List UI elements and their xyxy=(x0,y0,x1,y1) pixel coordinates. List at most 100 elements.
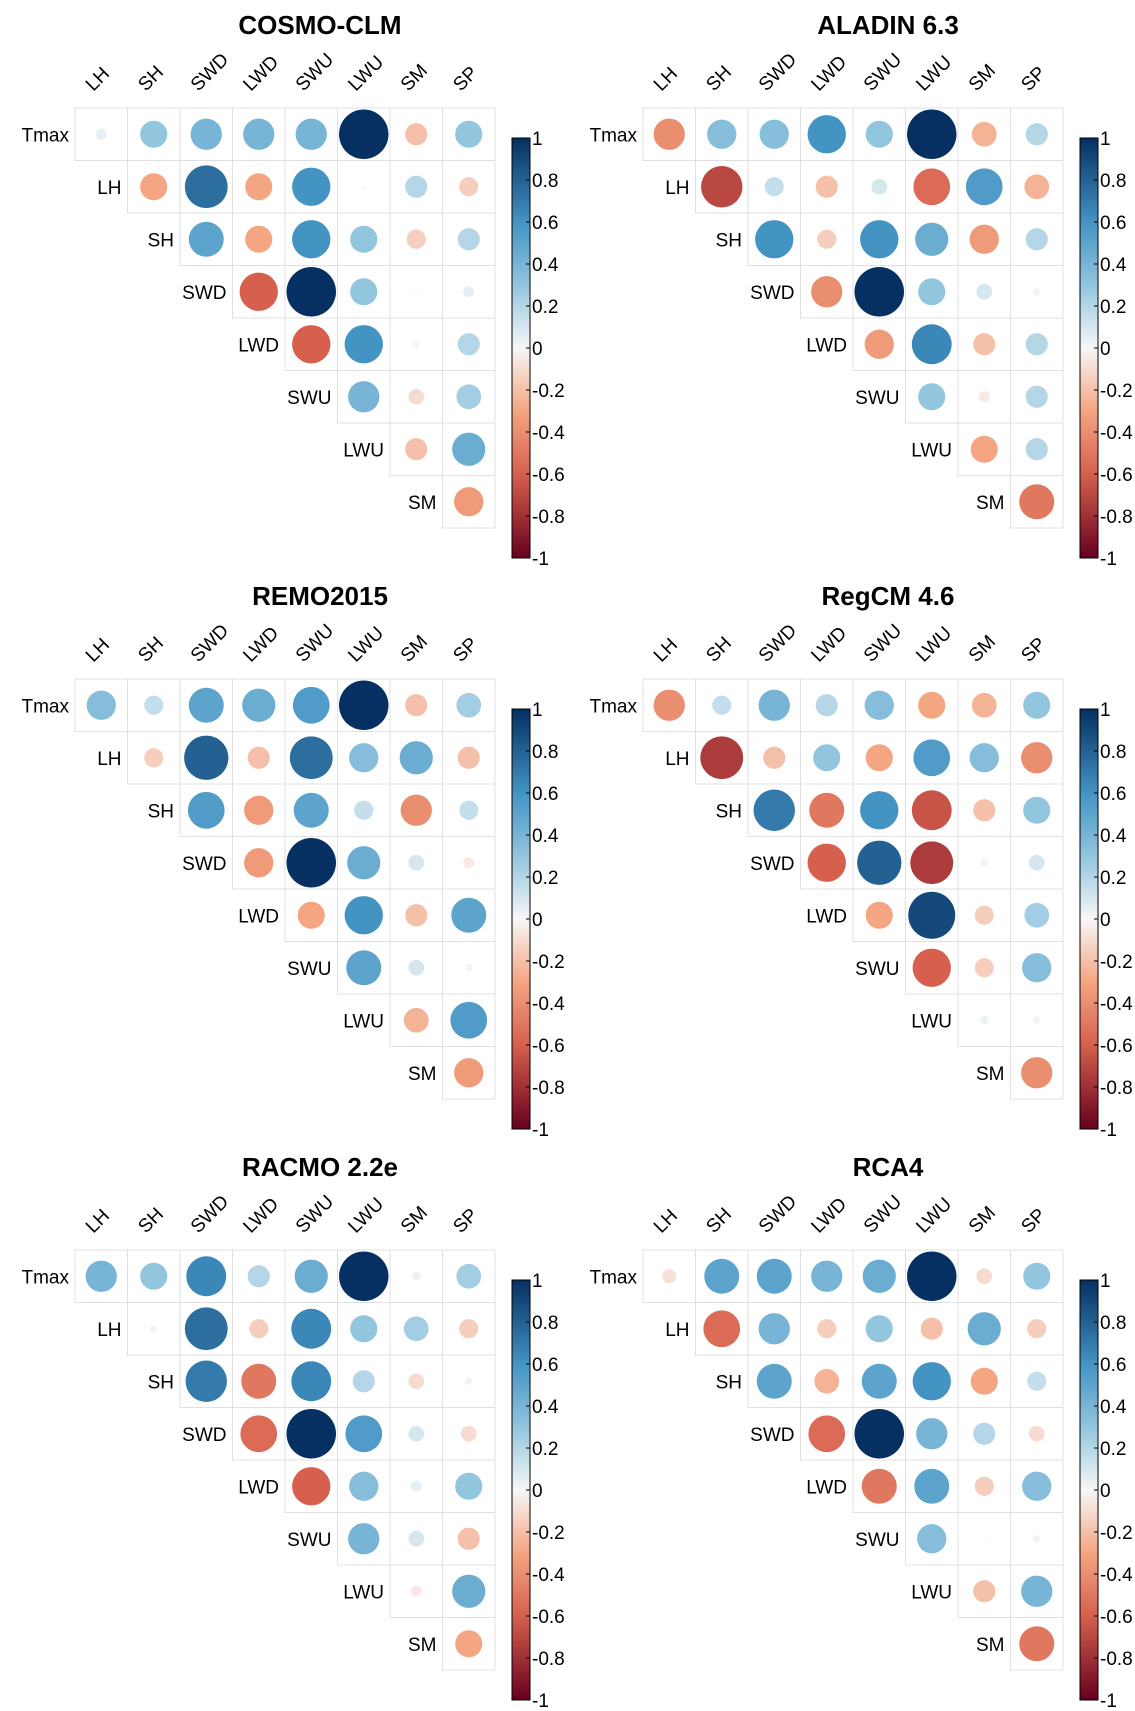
corr-circle-tmax-lwd xyxy=(807,115,846,154)
col-label-lh: LH xyxy=(82,1206,114,1238)
col-label-sh: SH xyxy=(134,62,168,96)
corr-circle-lh-sm xyxy=(405,175,428,198)
corr-circle-sh-lwu xyxy=(354,800,374,820)
colorbar-tick-label: 0.8 xyxy=(532,171,558,192)
corr-circle-tmax-lh xyxy=(86,690,116,720)
corrplot-svg: ALADIN 6.3LH SH SWD LWD SWU LWU SM SPTmaxLHSHSW… xyxy=(590,10,1134,569)
corr-circle-lh-sp xyxy=(457,746,480,769)
col-label-lwd: LWD xyxy=(807,623,851,667)
row-label-swd: SWD xyxy=(750,854,794,875)
corr-circle-tmax-sm xyxy=(971,121,997,147)
corr-circle-tmax-sp xyxy=(455,120,483,148)
corr-circle-lwd-lwu xyxy=(908,891,956,939)
colorbar-tick-label: -1 xyxy=(1100,1691,1117,1711)
col-label-lwu: LWU xyxy=(344,623,388,667)
corr-circle-lh-lwd xyxy=(813,744,841,772)
colorbar-tick-label: -0.6 xyxy=(1100,465,1133,486)
corr-circle-tmax-sh xyxy=(144,695,164,715)
row-label-swd: SWD xyxy=(182,854,226,875)
corr-circle-lh-sm xyxy=(403,1316,429,1342)
corrplot-panel-3: REMO2015 LH SH SWD LWD SWU LWU SM SP Tmax LH SH SWD L… xyxy=(0,571,567,1140)
corr-circle-swd-sp xyxy=(1028,1425,1045,1442)
corr-circle-tmax-sh xyxy=(712,695,732,715)
col-label-swu: SWU xyxy=(292,620,338,666)
colorbar-tick-label: -0.8 xyxy=(1100,1649,1133,1670)
grid-cell xyxy=(1010,1617,1064,1671)
corr-circle-lwd-swu xyxy=(297,901,325,929)
col-label-lwu: LWU xyxy=(912,52,956,96)
colorbar-tick-label: 0.6 xyxy=(1100,784,1126,805)
grid-cell xyxy=(442,1617,496,1671)
colorbar-tick-label: 0.2 xyxy=(1100,868,1126,889)
corr-circle-sh-swu xyxy=(860,791,899,830)
corr-circle-lwu-sp xyxy=(1033,1016,1041,1024)
row-label-swu: SWU xyxy=(287,388,331,409)
corr-circle-tmax-lwu xyxy=(907,1251,957,1301)
colorbar-tick-label: 0.8 xyxy=(532,1313,558,1334)
corr-circle-sh-swd xyxy=(753,789,795,831)
corr-circle-swd-sp xyxy=(463,857,475,869)
corrplot-svg: RegCM 4.6LH SH SWD LWD SWU LWU SM SPTmaxLHSHSWD… xyxy=(590,581,1134,1140)
row-label-sh: SH xyxy=(716,801,742,822)
corrplot-panel-4: RegCM 4.6 LH SH SWD LWD SWU LWU SM SP Tmax LH SH SWD… xyxy=(568,571,1135,1140)
corrplot-panel-6: RCA4 LH SH SWD LWD SWU LWU SM SP Tmax LH SH SWD LWD SW… xyxy=(568,1142,1135,1711)
row-label-lh: LH xyxy=(665,749,689,770)
row-label-lwd: LWD xyxy=(238,906,279,927)
corr-circle-sh-lwd xyxy=(817,229,837,249)
corr-circle-lwu-sm xyxy=(973,1580,996,1603)
corr-circle-swu-sm xyxy=(408,1530,425,1547)
corr-circle-tmax-sm xyxy=(971,692,997,718)
corr-circle-swd-sp xyxy=(1033,288,1041,296)
corr-circle-tmax-sh xyxy=(140,1262,168,1290)
row-label-swd: SWD xyxy=(750,1425,794,1446)
corr-circle-lh-sp xyxy=(1024,174,1050,200)
row-label-swu: SWU xyxy=(855,1530,899,1551)
corr-circle-swd-sm xyxy=(408,1425,425,1442)
colorbar-tick-label: 0.6 xyxy=(532,213,558,234)
corr-circle-tmax-lh xyxy=(662,1269,677,1284)
col-label-lh: LH xyxy=(82,64,114,96)
panel-title: REMO2015 xyxy=(252,581,388,611)
corr-circle-lh-lwd xyxy=(815,175,838,198)
corr-circle-sh-swd xyxy=(756,1363,792,1399)
row-label-lwu: LWU xyxy=(343,1011,384,1032)
corr-circle-tmax-lh xyxy=(85,1260,117,1292)
corr-circle-sh-swd xyxy=(188,221,224,257)
corr-circle-tmax-sp xyxy=(1025,123,1048,146)
col-label-swu: SWU xyxy=(860,1191,906,1237)
corr-circle-sh-sm xyxy=(973,799,996,822)
col-label-sm: SM xyxy=(397,632,432,667)
colorbar-tick-label: -1 xyxy=(1100,549,1117,569)
colorbar-tick-label: 0.2 xyxy=(532,1439,558,1460)
corr-circle-sh-lwd xyxy=(809,792,845,828)
corrplot-panel-5: RACMO 2.2e LH SH SWD LWD SWU LWU SM SP Tmax LH SH SW… xyxy=(0,1142,567,1711)
corr-circle-sh-swu xyxy=(293,792,329,828)
corr-circle-sh-lwu xyxy=(350,225,378,253)
col-label-sh: SH xyxy=(702,633,736,667)
corr-circle-sh-lwu xyxy=(911,790,952,831)
colorbar-tick-label: -0.4 xyxy=(1100,1565,1133,1586)
corr-circle-swu-lwu xyxy=(917,1524,947,1554)
row-label-lwu: LWU xyxy=(911,1011,952,1032)
colorbar-tick-label: 0.8 xyxy=(1100,171,1126,192)
colorbar-tick-label: 0.4 xyxy=(532,1397,559,1418)
corr-circle-lwd-swu xyxy=(865,901,893,929)
corr-circle-lwu-sm xyxy=(403,1007,429,1033)
row-label-sh: SH xyxy=(148,801,174,822)
col-label-lh: LH xyxy=(650,1206,682,1238)
corr-circle-tmax-sp xyxy=(456,1263,482,1289)
colorbar-tick-label: 1 xyxy=(532,700,543,721)
col-label-sm: SM xyxy=(397,61,432,96)
col-label-lwd: LWD xyxy=(807,52,851,96)
colorbar-tick-label: -0.6 xyxy=(532,1036,565,1057)
colorbar-tick-label: 1 xyxy=(1100,700,1111,721)
corr-circle-tmax-swd xyxy=(756,1258,792,1294)
corr-circle-tmax-swd xyxy=(190,118,222,150)
corr-circle-swd-sm xyxy=(976,283,993,300)
colorbar-tick-label: 1 xyxy=(1100,129,1111,150)
corr-circle-tmax-lwu xyxy=(339,109,389,159)
col-label-lwu: LWU xyxy=(344,1194,388,1238)
corr-circle-sh-lwd xyxy=(244,795,274,825)
